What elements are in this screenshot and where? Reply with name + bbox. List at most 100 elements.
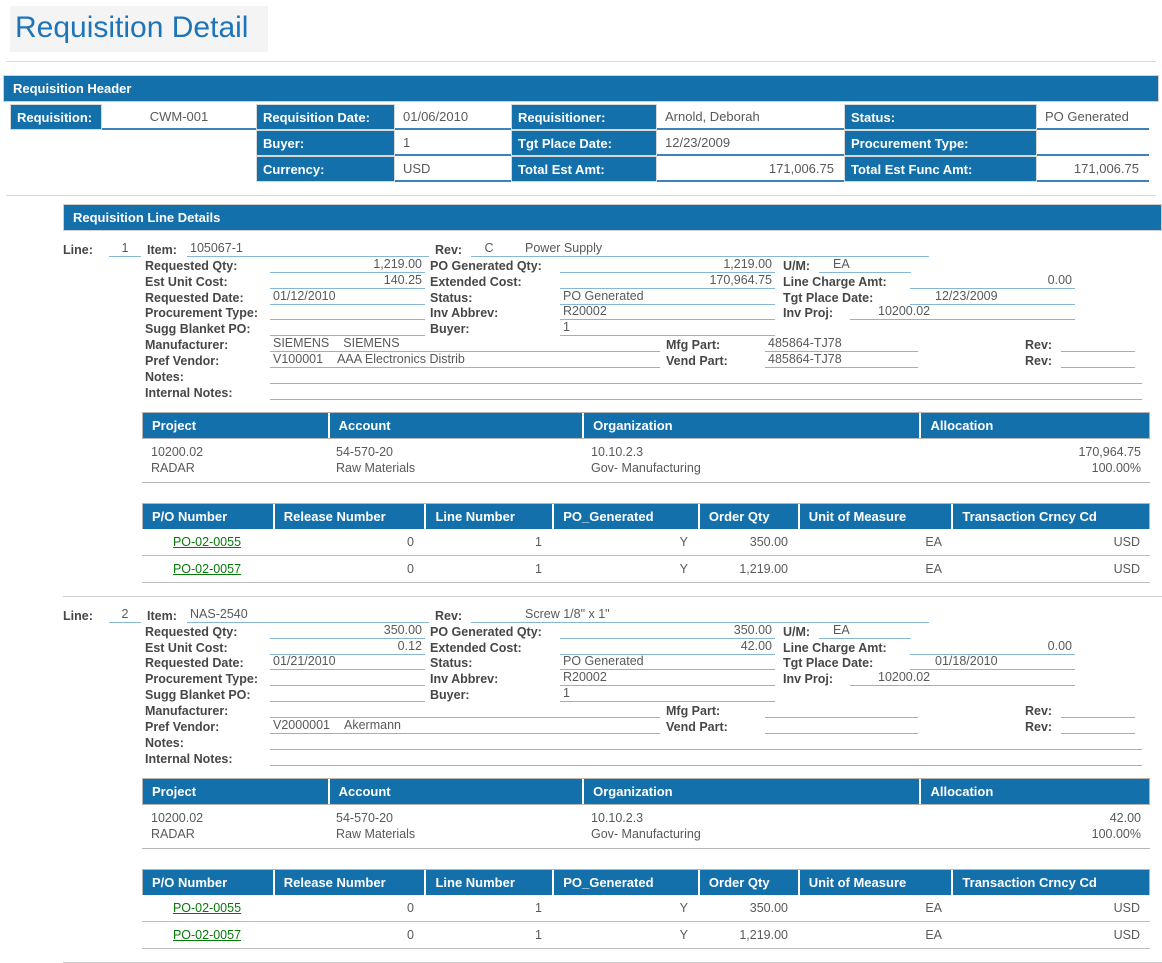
requested-date-label: Requested Date: — [145, 290, 244, 305]
order-qty-cell: 1,219.00 — [739, 561, 788, 576]
line-procurement-type-label: Procurement Type: — [145, 672, 258, 687]
internal-notes-row: Internal Notes: — [63, 750, 1162, 766]
requisition-line-details-bar: Requisition Line Details — [63, 204, 1162, 231]
po-table-header: P/O Number Release Number Line Number PO… — [142, 868, 1150, 895]
line-buyer-value: 1 — [560, 320, 775, 337]
po-number-column-header: P/O Number — [143, 503, 273, 529]
inv-proj-label: Inv Proj: — [783, 672, 834, 687]
vend-part-label: Vend Part: — [666, 354, 728, 369]
po-generated-cell: Y — [679, 900, 688, 915]
um-value: EA — [819, 257, 911, 273]
unit-of-measure-cell: EA — [925, 561, 942, 576]
mfg-part-value — [765, 716, 918, 719]
po-generated-qty-label: PO Generated Qty: — [430, 258, 542, 273]
requested-qty-label: Requested Qty: — [145, 258, 238, 273]
procurement-type-label: Procurement Type: — [844, 130, 1037, 156]
po-table-row: PO-02-0055 0 1 Y 350.00 EA USD — [142, 529, 1150, 556]
vend-rev-value — [1061, 366, 1135, 369]
cost-row: Est Unit Cost: 140.25 Extended Cost: 170… — [63, 273, 1162, 289]
line-item-row: Line: 1 Item: 105067-1 Rev: C Power Supp… — [63, 241, 1162, 257]
header-row-3: Currency: USD Total Est Amt: 171,006.75 … — [10, 156, 1159, 182]
requested-date-value: 01/21/2010 — [270, 654, 425, 671]
allocation-table-header: Project Account Organization Allocation — [142, 777, 1150, 804]
po-table: P/O Number Release Number Line Number PO… — [142, 868, 1150, 949]
mfg-rev-value — [1061, 716, 1135, 719]
inv-proj-label: Inv Proj: — [783, 306, 834, 321]
po-number-link[interactable]: PO-02-0057 — [172, 561, 242, 576]
extended-cost-label: Extended Cost: — [430, 640, 522, 655]
po-generated-column-header: PO_Generated — [552, 869, 698, 895]
requisition-date-value: 01/06/2010 — [395, 104, 511, 130]
release-number-cell: 0 — [407, 561, 414, 576]
release-number-cell: 0 — [407, 900, 414, 915]
line-number-column-header: Line Number — [424, 869, 553, 895]
extended-cost-value: 42.00 — [560, 639, 775, 655]
transaction-crncy-cell: USD — [1113, 900, 1140, 915]
requisition-line-details-section: Requisition Line Details Line: 1 Item: 1… — [63, 204, 1162, 963]
est-unit-cost-label: Est Unit Cost: — [145, 274, 228, 289]
allocation-column-header: Allocation — [919, 412, 1149, 438]
line-procurement-type-value — [270, 684, 425, 687]
total-est-func-amt-value: 171,006.75 — [1037, 156, 1149, 182]
allocation-table: Project Account Organization Allocation … — [142, 777, 1150, 849]
internal-notes-row: Internal Notes: — [63, 384, 1162, 400]
po-generated-qty-value: 1,219.00 — [560, 257, 775, 273]
allocation-table-row: 10200.02 RADAR 54-570-20 Raw Materials 1… — [142, 803, 1150, 849]
inv-abbrev-label: Inv Abbrev: — [430, 672, 499, 687]
unit-of-measure-cell: EA — [925, 900, 942, 915]
internal-notes-label: Internal Notes: — [145, 751, 233, 766]
line-tgt-place-date-label: Tgt Place Date: — [783, 656, 874, 671]
sugg-blanket-po-value — [270, 334, 425, 337]
line-status-value: PO Generated — [560, 654, 775, 671]
transaction-crncy-column-header: Transaction Crncy Cd — [951, 869, 1149, 895]
line-number-cell: 1 — [535, 927, 542, 942]
vend-part-value — [765, 732, 918, 735]
item-value: 105067-1 — [187, 241, 429, 257]
organization-column-header: Organization — [582, 412, 920, 438]
unit-of-measure-cell: EA — [925, 927, 942, 942]
blanket-buyer-row: Sugg Blanket PO: Buyer: 1 — [63, 320, 1162, 337]
notes-value — [270, 748, 1142, 750]
manufacturer-value: SIEMENS SIEMENS — [270, 336, 660, 353]
procurement-type-value — [1037, 130, 1149, 156]
tgt-place-date-label: Tgt Place Date: — [511, 130, 657, 156]
extended-cost-value: 170,964.75 — [560, 273, 775, 289]
requisition-date-label: Requisition Date: — [256, 104, 395, 130]
item-value: NAS-2540 — [187, 607, 429, 623]
project-column-header: Project — [143, 778, 328, 804]
line-number-value: 2 — [109, 607, 141, 623]
po-generated-cell: Y — [679, 561, 688, 576]
po-number-link[interactable]: PO-02-0055 — [172, 900, 242, 915]
est-unit-cost-label: Est Unit Cost: — [145, 640, 228, 655]
qty-row: Requested Qty: 350.00 PO Generated Qty: … — [63, 623, 1162, 639]
line-number-value: 1 — [109, 241, 141, 257]
mfg-part-value: 485864-TJ78 — [765, 336, 918, 353]
notes-label: Notes: — [145, 735, 184, 750]
blanket-buyer-row: Sugg Blanket PO: Buyer: 1 — [63, 686, 1162, 703]
header-spacer — [10, 130, 256, 156]
buyer-value: 1 — [395, 130, 511, 156]
um-label: U/M: — [783, 258, 811, 273]
currency-label: Currency: — [256, 156, 395, 182]
order-qty-cell: 350.00 — [749, 900, 788, 915]
line-block-1: Line: 1 Item: 105067-1 Rev: C Power Supp… — [63, 241, 1162, 597]
title-separator — [6, 61, 1156, 62]
mfg-part-label: Mfg Part: — [666, 338, 721, 353]
po-number-link[interactable]: PO-02-0055 — [172, 534, 242, 549]
header-row-2: Buyer: 1 Tgt Place Date: 12/23/2009 Proc… — [10, 130, 1159, 156]
sugg-blanket-po-label: Sugg Blanket PO: — [145, 322, 251, 337]
project-cell: 10200.02 RADAR — [151, 810, 204, 841]
rev-label: Rev: — [435, 608, 463, 623]
release-number-cell: 0 — [407, 534, 414, 549]
line-number-column-header: Line Number — [424, 503, 553, 529]
inv-abbrev-label: Inv Abbrev: — [430, 306, 499, 321]
line-charge-amt-value: 0.00 — [910, 639, 1075, 655]
allocation-column-header: Allocation — [919, 778, 1149, 804]
manufacturer-row: Manufacturer: SIEMENS SIEMENS Mfg Part: 4… — [63, 336, 1162, 353]
order-qty-column-header: Order Qty — [697, 503, 798, 529]
rev-label: Rev: — [435, 242, 463, 257]
po-number-link[interactable]: PO-02-0057 — [172, 927, 242, 942]
mfg-rev-label: Rev: — [1025, 704, 1053, 719]
requested-qty-label: Requested Qty: — [145, 624, 238, 639]
mfg-part-label: Mfg Part: — [666, 704, 721, 719]
